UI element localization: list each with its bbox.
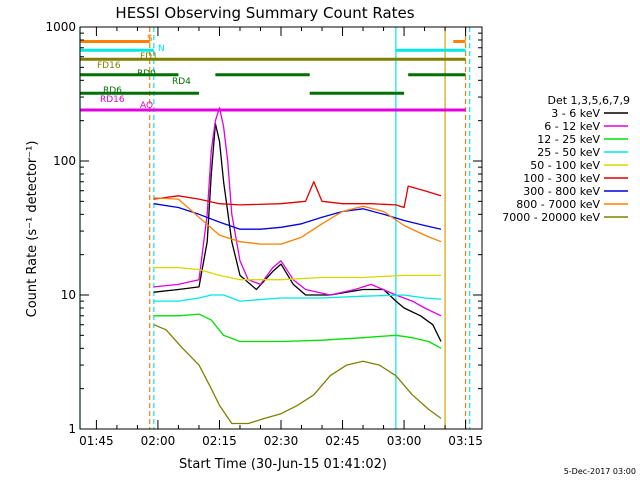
- y-tick-label: 1: [68, 422, 76, 436]
- x-tick-label: 01:45: [79, 434, 114, 448]
- date-stamp: 5-Dec-2017 03:00: [564, 467, 636, 476]
- chart-title: HESSI Observing Summary Count Rates: [115, 4, 414, 22]
- state-label-fd1: FD1: [140, 52, 158, 62]
- y-tick-label: 1000: [45, 20, 76, 34]
- state-label-rd0: RD0: [137, 69, 156, 79]
- state-label-fd16: FD16: [97, 61, 121, 71]
- legend-entry-6: 300 - 800 keV: [523, 185, 600, 198]
- series-line-6: [153, 203, 442, 230]
- legend-entry-2: 12 - 25 keV: [537, 133, 600, 146]
- state-label-rd4: RD4: [172, 77, 191, 87]
- state-label-s: S: [147, 34, 153, 44]
- y-axis-label: Count Rate (s⁻¹ detector⁻¹): [25, 141, 40, 318]
- x-axis-label: Start Time (30-Jun-15 01:41:02): [179, 457, 387, 472]
- y-tick-label: 10: [61, 288, 76, 302]
- state-label-rd16: RD16: [100, 95, 125, 105]
- state-label-ao: AO: [140, 101, 153, 111]
- legend-title: Det 1,3,5,6,7,9: [547, 94, 630, 107]
- x-tick-label: 02:30: [264, 434, 299, 448]
- state-label-n: N: [158, 44, 165, 54]
- series-line-2: [153, 313, 442, 349]
- series-line-8: [153, 324, 442, 425]
- series-line-1: [153, 107, 442, 317]
- state-label-rd6: RD6: [103, 86, 122, 96]
- legend-entry-4: 50 - 100 keV: [530, 159, 600, 172]
- x-tick-label: 02:45: [325, 434, 360, 448]
- legend-entry-0: 3 - 6 keV: [551, 107, 600, 120]
- plot-frame: [79, 26, 483, 430]
- legend-entry-3: 25 - 50 keV: [537, 146, 600, 159]
- series-line-0: [153, 122, 442, 342]
- x-tick-label: 03:00: [387, 434, 422, 448]
- x-tick-label: 02:15: [202, 434, 237, 448]
- legend-entry-8: 7000 - 20000 keV: [502, 211, 600, 224]
- legend-entry-1: 6 - 12 keV: [544, 120, 600, 133]
- legend-entry-7: 800 - 7000 keV: [516, 198, 600, 211]
- series-line-4: [153, 266, 441, 281]
- y-tick-label: 100: [53, 154, 76, 168]
- x-tick-label: 02:00: [141, 434, 176, 448]
- x-tick-label: 03:15: [448, 434, 483, 448]
- series-line-5: [153, 181, 442, 209]
- series-line-3: [153, 294, 442, 302]
- series-line-7: [153, 197, 442, 245]
- legend-entry-5: 100 - 300 keV: [523, 172, 600, 185]
